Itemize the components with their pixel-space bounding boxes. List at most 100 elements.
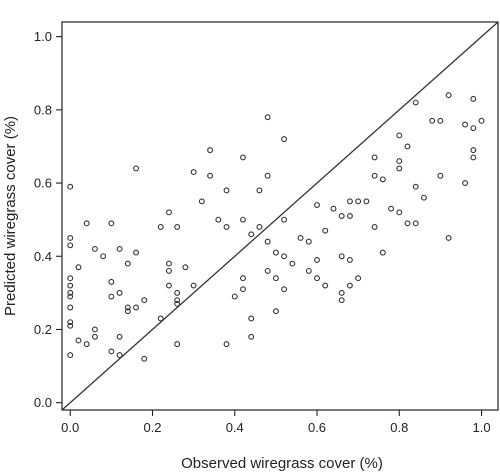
data-point — [248, 231, 255, 238]
data-point — [67, 293, 74, 300]
data-point — [470, 95, 477, 102]
x-tick-label: 0.4 — [226, 420, 244, 435]
data-point — [198, 198, 205, 205]
data-point — [141, 355, 148, 362]
data-point — [314, 275, 320, 282]
data-point — [67, 242, 74, 249]
data-point — [67, 322, 74, 329]
data-point — [207, 147, 214, 154]
y-axis-ticks: 0.0 0.2 0.4 0.6 0.8 1.0 — [34, 29, 62, 410]
data-point — [338, 289, 345, 296]
data-point — [165, 282, 172, 289]
data-point — [223, 187, 230, 194]
data-point — [174, 300, 181, 307]
data-point — [157, 224, 164, 230]
data-point — [67, 282, 74, 289]
data-point — [116, 245, 123, 252]
data-point — [421, 194, 427, 201]
data-point — [67, 352, 74, 359]
data-point — [133, 249, 139, 256]
y-axis-label: Predicted wiregrass cover (%) — [2, 116, 19, 316]
data-point — [281, 216, 288, 223]
data-point — [346, 213, 353, 219]
data-point — [272, 308, 279, 315]
data-point — [346, 198, 353, 205]
data-point — [182, 264, 189, 271]
y-tick-label: 0.4 — [34, 249, 52, 264]
data-point — [281, 253, 288, 260]
plot-frame — [61, 21, 499, 411]
one-to-one-reference-line — [61, 21, 499, 411]
data-point — [108, 278, 115, 285]
data-point — [396, 158, 403, 165]
data-point — [478, 117, 485, 124]
y-tick-label: 0.6 — [34, 176, 52, 191]
data-point — [174, 289, 181, 296]
data-point — [67, 319, 74, 326]
data-point — [462, 121, 469, 128]
x-tick-label: 0.2 — [143, 420, 161, 435]
data-point — [248, 315, 255, 322]
data-point — [116, 352, 123, 359]
data-point — [264, 114, 271, 121]
data-point — [338, 253, 345, 260]
data-point — [330, 205, 337, 212]
data-point — [346, 256, 353, 263]
data-point — [75, 337, 82, 344]
data-point — [91, 333, 98, 340]
data-point — [462, 180, 469, 187]
data-point — [305, 267, 312, 274]
data-point — [67, 289, 74, 296]
x-tick-label: 1.0 — [473, 420, 491, 435]
data-point — [165, 267, 172, 274]
data-point — [264, 172, 271, 179]
data-point — [240, 154, 246, 161]
data-point — [91, 326, 98, 333]
data-point — [404, 143, 411, 150]
data-points — [67, 92, 485, 362]
data-point — [215, 216, 222, 223]
data-point — [141, 297, 148, 304]
data-point — [305, 238, 312, 245]
data-point — [314, 202, 320, 208]
data-point — [83, 220, 90, 227]
data-point — [396, 209, 403, 216]
data-point — [108, 220, 115, 227]
data-point — [75, 264, 82, 271]
data-point — [240, 286, 246, 293]
data-point — [240, 216, 246, 223]
data-point — [355, 198, 362, 205]
data-point — [116, 289, 123, 296]
data-point — [100, 253, 107, 260]
x-axis-ticks: 0.0 0.2 0.4 0.6 0.8 1.0 — [61, 410, 491, 435]
data-point — [297, 235, 304, 241]
data-point — [67, 304, 74, 311]
data-point — [67, 275, 74, 282]
data-point — [322, 282, 329, 289]
data-point — [470, 147, 477, 154]
data-point — [371, 172, 378, 179]
data-point — [338, 213, 345, 219]
data-point — [445, 235, 452, 241]
y-tick-label: 1.0 — [34, 29, 52, 44]
data-point — [240, 275, 246, 282]
data-point — [346, 282, 353, 289]
data-point — [404, 220, 411, 227]
y-tick-label: 0.8 — [34, 102, 52, 117]
data-point — [437, 117, 444, 124]
data-point — [289, 260, 296, 267]
data-point — [157, 315, 164, 322]
data-point — [314, 256, 320, 263]
data-point — [190, 169, 197, 176]
data-point — [272, 249, 279, 256]
data-point — [190, 282, 197, 289]
data-point — [388, 205, 395, 212]
x-tick-label: 0.8 — [390, 420, 408, 435]
data-point — [412, 220, 419, 227]
data-point — [133, 304, 139, 311]
x-tick-label: 0.6 — [308, 420, 326, 435]
data-point — [470, 154, 477, 161]
data-point — [371, 154, 378, 161]
